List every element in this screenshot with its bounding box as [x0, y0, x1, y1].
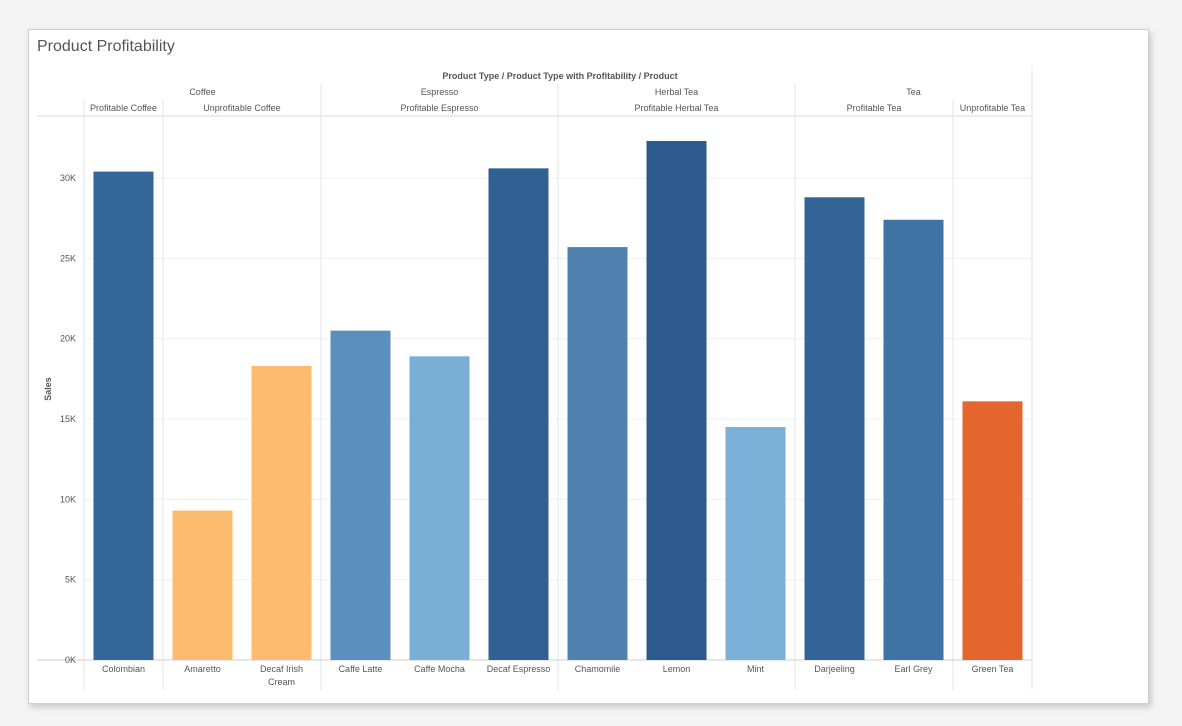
x-tick-label-mint: Mint	[747, 664, 765, 674]
bar-chamomile	[567, 247, 628, 660]
page-title: Product Profitability	[37, 38, 175, 55]
profitability-header-profitable-coffee: Profitable Coffee	[90, 103, 157, 113]
bar-darjeeling	[804, 197, 865, 660]
y-tick-label-20K: 20K	[60, 334, 76, 344]
y-tick-label-25K: 25K	[60, 253, 76, 263]
profitability-header-unprofitable-tea: Unprofitable Tea	[960, 103, 1025, 113]
x-tick-label-caffe-latte: Caffe Latte	[339, 664, 383, 674]
bar-caffe-latte	[330, 330, 391, 660]
bar-earl-grey	[883, 219, 944, 661]
x-tick-label-decaf-irish-cream-2: Cream	[268, 677, 295, 687]
profitability-header-unprofitable-coffee: Unprofitable Coffee	[203, 103, 280, 113]
x-tick-label-lemon: Lemon	[663, 664, 691, 674]
bar-amaretto	[172, 510, 233, 660]
x-tick-label-colombian: Colombian	[102, 664, 145, 674]
profitability-header-profitable-espresso: Profitable Espresso	[400, 103, 478, 113]
x-tick-label-green-tea: Green Tea	[972, 664, 1014, 674]
y-tick-label-5K: 5K	[65, 575, 76, 585]
x-tick-label-earl-grey: Earl Grey	[894, 664, 933, 674]
x-tick-label-caffe-mocha: Caffe Mocha	[414, 664, 465, 674]
x-tick-label-decaf-irish-cream-1: Decaf Irish	[260, 664, 303, 674]
bar-decaf-espresso	[488, 168, 549, 661]
bar-green-tea	[962, 401, 1023, 660]
bar-lemon	[646, 141, 707, 661]
y-tick-label-30K: 30K	[60, 173, 76, 183]
bar-decaf-irish-cream	[251, 365, 312, 660]
product-type-header-coffee: Coffee	[189, 87, 215, 97]
bar-caffe-mocha	[409, 356, 470, 660]
y-tick-label-10K: 10K	[60, 494, 76, 504]
product-type-header-herbal-tea: Herbal Tea	[655, 87, 698, 97]
y-tick-label-0K: 0K	[65, 655, 76, 665]
x-tick-label-chamomile: Chamomile	[575, 664, 621, 674]
y-axis-label: Sales	[43, 377, 53, 401]
x-tick-label-decaf-espresso: Decaf Espresso	[487, 664, 551, 674]
x-tick-label-amaretto: Amaretto	[184, 664, 221, 674]
bar-mint	[725, 427, 786, 660]
product-type-header-espresso: Espresso	[421, 87, 459, 97]
header-title: Product Type / Product Type with Profita…	[442, 71, 677, 81]
bar-colombian	[93, 171, 154, 660]
y-tick-label-15K: 15K	[60, 414, 76, 424]
profitability-header-profitable-herbal-tea: Profitable Herbal Tea	[635, 103, 719, 113]
x-tick-label-darjeeling: Darjeeling	[814, 664, 855, 674]
product-type-header-tea: Tea	[906, 87, 921, 97]
profitability-header-profitable-tea: Profitable Tea	[847, 103, 902, 113]
